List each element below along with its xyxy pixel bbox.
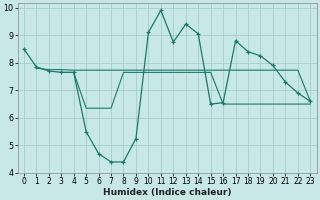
X-axis label: Humidex (Indice chaleur): Humidex (Indice chaleur) (103, 188, 231, 197)
